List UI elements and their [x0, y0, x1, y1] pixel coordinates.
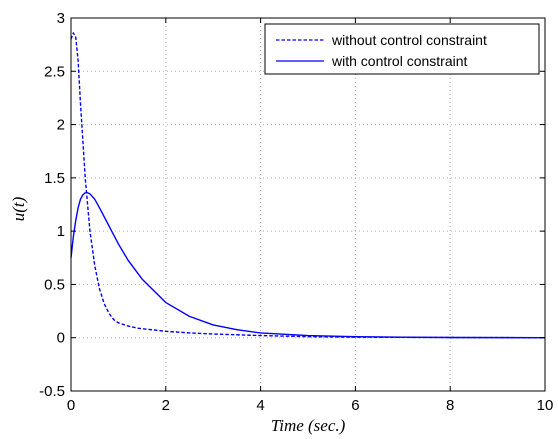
y-tick-label: 2 — [57, 117, 65, 134]
series-line-without-constraint — [70, 32, 546, 339]
x-tick-label: 2 — [162, 397, 170, 414]
plot-area — [71, 18, 545, 391]
x-tick-label: 6 — [351, 397, 359, 414]
x-tick-label: 4 — [256, 397, 264, 414]
ticks: 0 2 4 6 8 10-0.500.511.522.53 — [39, 10, 553, 414]
legend: without control constraint with control … — [264, 23, 540, 75]
y-tick-label: 3 — [57, 10, 65, 27]
x-tick-label: 10 — [537, 397, 554, 414]
legend-label-with-constraint: with control constraint — [331, 53, 468, 69]
y-axis-title: u(t) — [9, 196, 28, 221]
x-tick-label: 0 — [67, 397, 75, 414]
y-tick-label: 0.5 — [44, 276, 65, 293]
x-tick-label: 8 — [446, 397, 454, 414]
x-axis-title: Time (sec.) — [271, 416, 346, 435]
series-line-with-constraint — [70, 192, 546, 339]
legend-label-without-constraint: without control constraint — [331, 32, 487, 48]
y-tick-label: 2.5 — [44, 63, 65, 80]
plot-frame — [70, 17, 546, 392]
y-tick-label: 0 — [57, 330, 65, 347]
legend-box — [264, 23, 540, 75]
y-tick-label: -0.5 — [39, 383, 65, 400]
y-tick-label: 1 — [57, 223, 65, 240]
y-tick-label: 1.5 — [44, 170, 65, 187]
series-layer — [70, 32, 546, 339]
